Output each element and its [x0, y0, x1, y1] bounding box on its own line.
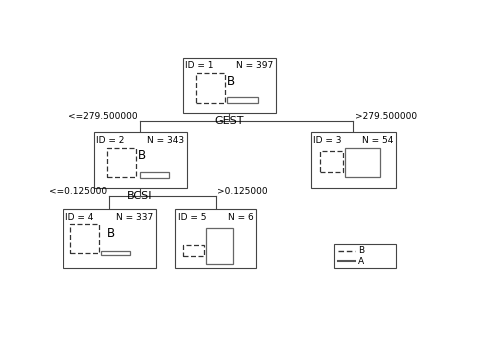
Text: A: A — [358, 257, 364, 266]
Bar — [227, 98, 258, 103]
Text: ID = 5: ID = 5 — [178, 213, 206, 222]
Text: ID = 2: ID = 2 — [96, 136, 124, 145]
Text: B: B — [358, 246, 364, 255]
Text: >0.125000: >0.125000 — [218, 186, 268, 195]
Text: B: B — [138, 149, 146, 162]
Text: GEST: GEST — [214, 116, 244, 126]
Bar — [140, 172, 169, 178]
Bar — [175, 209, 256, 268]
Text: ID = 1: ID = 1 — [186, 61, 214, 70]
Text: N = 397: N = 397 — [236, 61, 273, 70]
Bar — [62, 209, 156, 268]
Bar — [310, 132, 396, 188]
Bar — [206, 228, 233, 264]
Bar — [107, 148, 136, 177]
Bar — [101, 252, 130, 255]
Text: <=0.125000: <=0.125000 — [49, 186, 107, 195]
Bar — [182, 57, 276, 113]
Bar — [70, 224, 100, 253]
Bar — [334, 244, 396, 268]
Text: BCSI: BCSI — [127, 191, 153, 201]
Text: N = 54: N = 54 — [362, 136, 393, 145]
Text: N = 6: N = 6 — [228, 213, 254, 222]
Text: N = 343: N = 343 — [146, 136, 184, 145]
Text: ID = 4: ID = 4 — [65, 213, 94, 222]
Text: >279.500000: >279.500000 — [355, 112, 417, 121]
Text: A: A — [213, 227, 221, 240]
Bar — [346, 148, 380, 177]
Text: N = 337: N = 337 — [116, 213, 153, 222]
Text: B: B — [227, 75, 235, 88]
Text: A: A — [351, 149, 359, 162]
Text: ID = 3: ID = 3 — [313, 136, 342, 145]
Text: B: B — [107, 227, 115, 240]
Bar — [320, 151, 344, 172]
Bar — [182, 245, 204, 256]
Text: <=279.500000: <=279.500000 — [68, 112, 138, 121]
Bar — [196, 73, 225, 103]
Bar — [94, 132, 186, 188]
